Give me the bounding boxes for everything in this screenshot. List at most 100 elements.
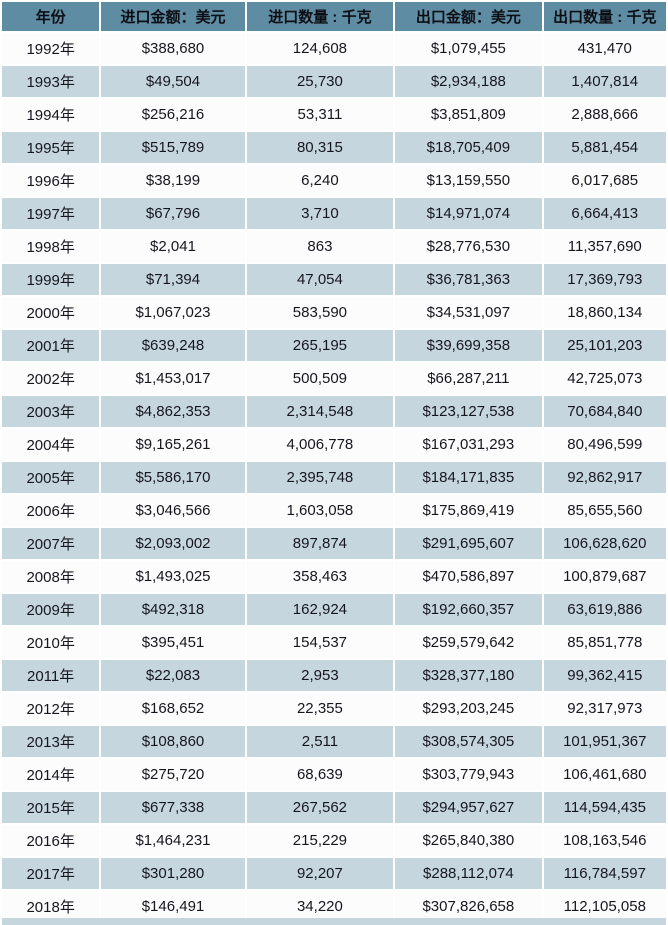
import-amount-cell: $5,586,170 xyxy=(101,462,245,493)
export-quantity-cell: 18,860,134 xyxy=(543,297,666,328)
table-row: 2012年 $168,652 22,355 $293,203,245 92,317,97… xyxy=(2,693,666,724)
export-amount-cell: $288,112,074 xyxy=(395,858,542,889)
import-quantity-cell: 2,314,548 xyxy=(246,396,394,427)
import-quantity-cell: 863 xyxy=(246,231,394,262)
year-cell: 2013年 xyxy=(2,726,100,757)
export-quantity-cell: 11,357,690 xyxy=(543,231,666,262)
export-quantity-cell: 114,594,435 xyxy=(543,792,666,823)
export-quantity-cell: 63,619,886 xyxy=(543,594,666,625)
import-quantity-cell: 124,608 xyxy=(246,33,394,64)
import-quantity-cell: 500,509 xyxy=(246,363,394,394)
import-quantity-cell: 267,562 xyxy=(246,792,394,823)
year-cell: 1998年 xyxy=(2,231,100,262)
export-quantity-cell: 431,470 xyxy=(543,33,666,64)
table-row: 2016年 $1,464,231 215,229 $265,840,380 108,16… xyxy=(2,825,666,856)
export-quantity-cell: 112,105,058 xyxy=(543,891,666,922)
export-quantity-cell: 1,407,814 xyxy=(543,66,666,97)
export-quantity-cell: 70,684,840 xyxy=(543,396,666,427)
year-cell: 2007年 xyxy=(2,528,100,559)
import-amount-cell: $71,394 xyxy=(101,264,245,295)
export-amount-cell: $308,574,305 xyxy=(395,726,542,757)
year-cell: 2011年 xyxy=(2,660,100,691)
export-quantity-cell: 85,655,560 xyxy=(543,495,666,526)
export-amount-cell: $1,079,455 xyxy=(395,33,542,64)
import-quantity-cell: 47,054 xyxy=(246,264,394,295)
export-amount-cell: $470,586,897 xyxy=(395,561,542,592)
table-row: 2018年 $146,491 34,220 $307,826,658 112,105,0… xyxy=(2,891,666,922)
table-row: 1997年 $67,796 3,710 $14,971,074 6,664,413 xyxy=(2,198,666,229)
import-amount-cell: $677,338 xyxy=(101,792,245,823)
export-amount-cell: $18,705,409 xyxy=(395,132,542,163)
column-header-export-amount: 出口金额：美元 xyxy=(395,2,542,31)
export-amount-cell: $293,203,245 xyxy=(395,693,542,724)
export-amount-cell: $167,031,293 xyxy=(395,429,542,460)
import-quantity-cell: 2,511 xyxy=(246,726,394,757)
table-row: 2003年 $4,862,353 2,314,548 $123,127,538 70,6… xyxy=(2,396,666,427)
year-cell: 2004年 xyxy=(2,429,100,460)
column-header-export-quantity: 出口数量 : 千克 xyxy=(543,2,666,31)
import-amount-cell: $146,491 xyxy=(101,891,245,922)
import-amount-cell: $1,067,023 xyxy=(101,297,245,328)
export-amount-cell: $2,934,188 xyxy=(395,66,542,97)
import-quantity-cell: 34,220 xyxy=(246,891,394,922)
export-amount-cell: $303,779,943 xyxy=(395,759,542,790)
import-quantity-cell: 215,229 xyxy=(246,825,394,856)
year-cell: 2006年 xyxy=(2,495,100,526)
table-row: 2001年 $639,248 265,195 $39,699,358 25,101,20… xyxy=(2,330,666,361)
year-cell: 2000年 xyxy=(2,297,100,328)
table-row: 1999年 $71,394 47,054 $36,781,363 17,369,793 xyxy=(2,264,666,295)
export-quantity-cell: 85,851,778 xyxy=(543,627,666,658)
export-quantity-cell: 42,725,073 xyxy=(543,363,666,394)
year-cell: 1992年 xyxy=(2,33,100,64)
partial-next-row-strip xyxy=(2,918,666,925)
import-amount-cell: $1,464,231 xyxy=(101,825,245,856)
year-cell: 1995年 xyxy=(2,132,100,163)
import-quantity-cell: 53,311 xyxy=(246,99,394,130)
import-amount-cell: $492,318 xyxy=(101,594,245,625)
export-amount-cell: $307,826,658 xyxy=(395,891,542,922)
year-cell: 1999年 xyxy=(2,264,100,295)
table-row: 2017年 $301,280 92,207 $288,112,074 116,784,5… xyxy=(2,858,666,889)
export-quantity-cell: 106,461,680 xyxy=(543,759,666,790)
table-row: 2011年 $22,083 2,953 $328,377,180 99,362,415 xyxy=(2,660,666,691)
import-amount-cell: $3,046,566 xyxy=(101,495,245,526)
import-amount-cell: $388,680 xyxy=(101,33,245,64)
table-row: 2000年 $1,067,023 583,590 $34,531,097 18,860,… xyxy=(2,297,666,328)
import-amount-cell: $256,216 xyxy=(101,99,245,130)
import-quantity-cell: 358,463 xyxy=(246,561,394,592)
import-quantity-cell: 4,006,778 xyxy=(246,429,394,460)
table-body: 1992年 $388,680 124,608 $1,079,455 431,470 199… xyxy=(2,33,666,922)
export-quantity-cell: 108,163,546 xyxy=(543,825,666,856)
column-header-import-amount: 进口金额：美元 xyxy=(101,2,245,31)
export-amount-cell: $294,957,627 xyxy=(395,792,542,823)
export-quantity-cell: 2,888,666 xyxy=(543,99,666,130)
table-row: 1993年 $49,504 25,730 $2,934,188 1,407,814 xyxy=(2,66,666,97)
table-row: 2014年 $275,720 68,639 $303,779,943 106,461,6… xyxy=(2,759,666,790)
column-header-year: 年份 xyxy=(2,2,100,31)
import-amount-cell: $38,199 xyxy=(101,165,245,196)
export-amount-cell: $184,171,835 xyxy=(395,462,542,493)
import-amount-cell: $108,860 xyxy=(101,726,245,757)
export-quantity-cell: 100,879,687 xyxy=(543,561,666,592)
export-amount-cell: $3,851,809 xyxy=(395,99,542,130)
import-quantity-cell: 2,395,748 xyxy=(246,462,394,493)
import-quantity-cell: 162,924 xyxy=(246,594,394,625)
import-amount-cell: $1,493,025 xyxy=(101,561,245,592)
export-amount-cell: $192,660,357 xyxy=(395,594,542,625)
export-amount-cell: $36,781,363 xyxy=(395,264,542,295)
export-amount-cell: $328,377,180 xyxy=(395,660,542,691)
import-amount-cell: $395,451 xyxy=(101,627,245,658)
export-quantity-cell: 106,628,620 xyxy=(543,528,666,559)
table-row: 1992年 $388,680 124,608 $1,079,455 431,470 xyxy=(2,33,666,64)
import-amount-cell: $639,248 xyxy=(101,330,245,361)
import-quantity-cell: 80,315 xyxy=(246,132,394,163)
export-quantity-cell: 6,017,685 xyxy=(543,165,666,196)
header-row: 年份 进口金额：美元 进口数量 : 千克 出口金额：美元 出口数量 : 千克 xyxy=(2,2,666,31)
table-row: 2010年 $395,451 154,537 $259,579,642 85,851,7… xyxy=(2,627,666,658)
year-cell: 1996年 xyxy=(2,165,100,196)
import-quantity-cell: 22,355 xyxy=(246,693,394,724)
import-amount-cell: $49,504 xyxy=(101,66,245,97)
year-cell: 2015年 xyxy=(2,792,100,823)
import-quantity-cell: 25,730 xyxy=(246,66,394,97)
